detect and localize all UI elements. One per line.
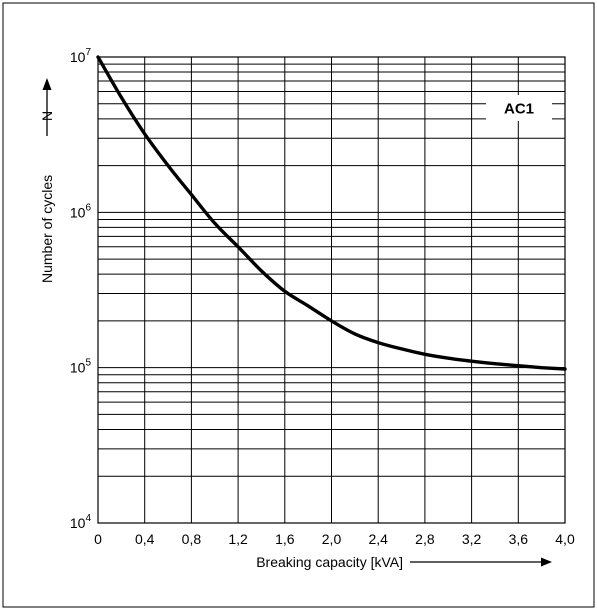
series-line: [96, 55, 567, 371]
y-tick-labels: 104 105 106 107: [70, 47, 92, 531]
x-tick-label: 1,6: [275, 531, 295, 547]
y-tick-label: 105: [70, 358, 92, 376]
series-label-box: [486, 95, 552, 121]
x-axis-label: Breaking capacity [kVA]: [256, 554, 403, 570]
y-axis-label: Number of cycles: [39, 175, 55, 283]
x-tick-labels: 0 0,4 0,8 1,2 1,6 2,0 2,4 2,8 3,2 3,6 4,0: [94, 531, 575, 547]
y-axis-symbol: N: [39, 111, 55, 121]
y-tick-label: 106: [70, 202, 92, 220]
x-tick-label: 2,4: [368, 531, 388, 547]
y-tick-label: 104: [70, 513, 92, 531]
y-axis-arrow: [42, 78, 52, 136]
x-axis-arrow: [410, 557, 552, 567]
x-tick-label: 0,8: [182, 531, 202, 547]
x-tick-label: 2,8: [415, 531, 435, 547]
x-tick-label: 4,0: [555, 531, 575, 547]
x-tick-label: 0: [94, 531, 102, 547]
x-tick-label: 1,2: [228, 531, 248, 547]
x-tick-label: 2,0: [322, 531, 342, 547]
y-axis-symbol-text: N: [39, 111, 55, 121]
series-label: AC1: [504, 101, 534, 118]
y-axis-title: Number of cycles: [39, 175, 55, 283]
y-tick-label: 107: [70, 47, 92, 65]
x-tick-label: 0,4: [135, 531, 155, 547]
plot-frame: [97, 56, 566, 524]
series-layer: AC1: [96, 55, 567, 371]
x-tick-label: 3,2: [462, 531, 482, 547]
x-tick-label: 3,6: [509, 531, 529, 547]
